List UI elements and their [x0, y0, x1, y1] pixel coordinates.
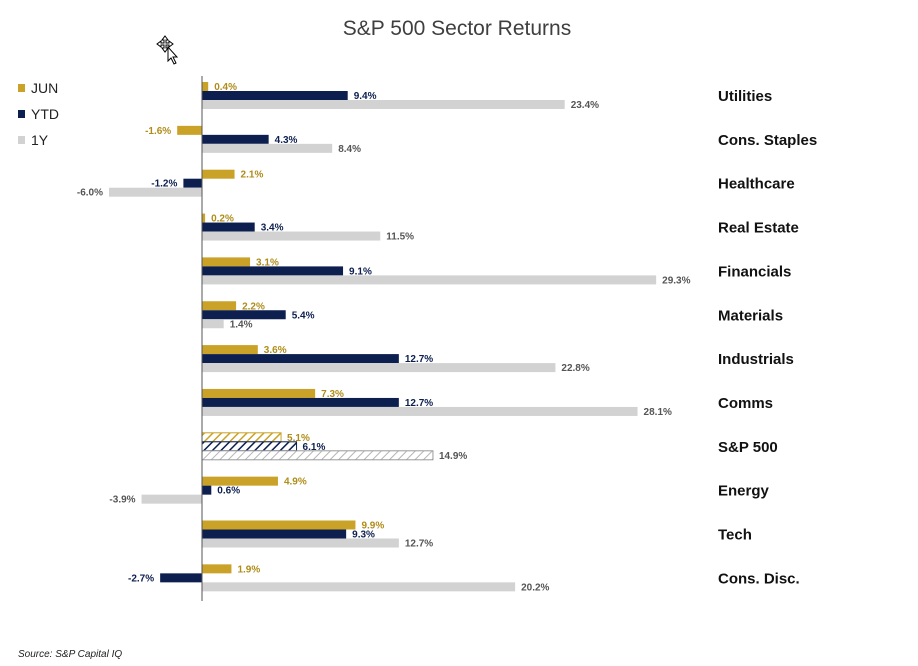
data-label-materials-ytd: 5.4%: [292, 310, 315, 321]
data-label-tech-jun: 9.9%: [361, 521, 384, 532]
data-label-cons-disc-jun: 1.9%: [237, 564, 260, 575]
bar-comms-jun: [202, 388, 316, 398]
category-label-tech: Tech: [718, 527, 752, 544]
bar-industrials-ytd: [202, 354, 399, 364]
chart-title: S&P 500 Sector Returns: [343, 17, 571, 40]
data-label-cons-disc-1y: 20.2%: [521, 582, 549, 593]
data-label-utilities-jun: 0.4%: [214, 82, 237, 93]
category-label-financials: Financials: [718, 263, 791, 280]
legend-swatch-jun: [18, 84, 25, 92]
move-cursor-icon: [156, 35, 179, 65]
legend-label-jun: JUN: [31, 80, 58, 96]
data-label-energy-jun: 4.9%: [284, 477, 307, 488]
bar-materials-jun: [202, 301, 237, 311]
bar-s-p-500-ytd: [201, 441, 298, 452]
data-label-energy-ytd: 0.6%: [217, 486, 240, 497]
bar-real-estate-jun: [202, 213, 206, 223]
data-label-comms-1y: 28.1%: [644, 407, 672, 418]
legend-label-ytd: YTD: [31, 106, 59, 122]
bar-real-estate-ytd: [202, 222, 255, 232]
data-label-healthcare-1y: -6.0%: [77, 188, 103, 199]
bar-cons-staples-jun: [177, 125, 202, 135]
bar-materials-1y: [202, 319, 224, 329]
bar-real-estate-1y: [202, 231, 381, 241]
source-note: Source: S&P Capital IQ: [18, 649, 122, 660]
data-label-utilities-ytd: 9.4%: [354, 91, 377, 102]
bar-materials-ytd: [202, 310, 286, 320]
data-label-tech-ytd: 9.3%: [352, 530, 375, 541]
data-label-financials-1y: 29.3%: [662, 275, 690, 286]
data-label-s-p-500-jun: 5.1%: [287, 433, 310, 444]
data-label-materials-1y: 1.4%: [230, 319, 253, 330]
data-label-healthcare-ytd: -1.2%: [151, 179, 177, 190]
bar-comms-ytd: [202, 397, 399, 407]
data-label-financials-jun: 3.1%: [256, 257, 279, 268]
data-label-energy-1y: -3.9%: [109, 495, 135, 506]
bar-industrials-jun: [202, 345, 258, 355]
bar-comms-1y: [202, 406, 638, 416]
bar-tech-jun: [202, 520, 356, 530]
bar-cons-staples-ytd: [202, 134, 269, 144]
bar-financials-ytd: [202, 266, 344, 276]
category-label-s-p-500: S&P 500: [718, 439, 778, 456]
data-label-cons-staples-ytd: 4.3%: [275, 135, 298, 146]
data-label-comms-ytd: 12.7%: [405, 398, 433, 409]
data-label-cons-staples-jun: -1.6%: [145, 126, 171, 137]
bar-utilities-1y: [202, 100, 565, 109]
category-label-healthcare: Healthcare: [718, 176, 795, 193]
bar-healthcare-1y: [109, 187, 202, 197]
legend-swatch-ytd: [18, 110, 25, 118]
bar-tech-ytd: [202, 529, 347, 539]
legend-label-1y: 1Y: [31, 132, 49, 148]
data-label-tech-1y: 12.7%: [405, 539, 433, 550]
bar-utilities-jun: [202, 82, 209, 91]
data-label-industrials-ytd: 12.7%: [405, 354, 433, 365]
data-label-s-p-500-1y: 14.9%: [439, 451, 467, 462]
bar-energy-1y: [141, 494, 202, 504]
data-labels-layer: 0.4% 9.4% 23.4% -1.6% 4.3% 8.4% 2.1% -1.2% -6.0%…: [77, 82, 691, 593]
bar-cons-disc-jun: [202, 564, 232, 574]
bar-industrials-1y: [202, 363, 556, 373]
bar-cons-disc-ytd: [160, 573, 202, 583]
category-label-cons-staples: Cons. Staples: [718, 132, 817, 149]
bar-healthcare-jun: [202, 169, 235, 179]
data-label-utilities-1y: 23.4%: [571, 100, 599, 111]
category-label-utilities: Utilities: [718, 88, 772, 105]
data-label-industrials-1y: 22.8%: [561, 363, 589, 374]
data-label-real-estate-jun: 0.2%: [211, 214, 234, 225]
bar-cons-staples-1y: [202, 143, 333, 153]
category-label-materials: Materials: [718, 307, 783, 324]
bar-cons-disc-1y: [202, 582, 516, 592]
bar-energy-jun: [202, 476, 278, 486]
data-label-comms-jun: 7.3%: [321, 389, 344, 400]
bar-healthcare-ytd: [183, 178, 202, 188]
category-label-cons-disc: Cons. Disc.: [718, 570, 800, 587]
category-label-energy: Energy: [718, 483, 770, 500]
data-label-materials-jun: 2.2%: [242, 301, 265, 312]
data-label-cons-disc-ytd: -2.7%: [128, 573, 154, 584]
bar-utilities-ytd: [202, 91, 348, 100]
bars-layer: [109, 82, 657, 592]
data-label-real-estate-1y: 11.5%: [386, 232, 414, 243]
bar-financials-jun: [202, 257, 251, 267]
category-label-comms: Comms: [718, 395, 773, 412]
bar-energy-ytd: [202, 485, 212, 495]
chart-legend: JUN YTD 1Y: [18, 80, 59, 148]
data-label-financials-ytd: 9.1%: [349, 266, 372, 277]
data-label-cons-staples-1y: 8.4%: [338, 144, 361, 155]
bar-s-p-500-jun: [201, 432, 282, 443]
bar-financials-1y: [202, 275, 657, 285]
bar-tech-1y: [202, 538, 399, 548]
data-label-healthcare-jun: 2.1%: [241, 170, 264, 181]
data-label-industrials-jun: 3.6%: [264, 345, 287, 356]
legend-swatch-1y: [18, 136, 25, 144]
data-label-real-estate-ytd: 3.4%: [261, 223, 284, 234]
category-label-industrials: Industrials: [718, 351, 794, 368]
category-labels-layer: Utilities Cons. Staples Healthcare Real Est…: [718, 88, 817, 587]
category-label-real-estate: Real Estate: [718, 220, 799, 237]
data-label-s-p-500-ytd: 6.1%: [303, 442, 326, 453]
